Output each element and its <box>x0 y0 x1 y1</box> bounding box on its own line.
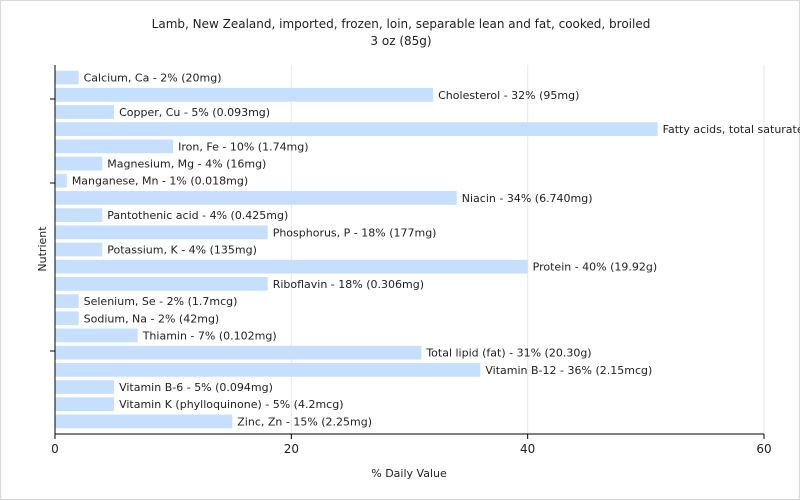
bar-label-9: Phosphorus, P - 18% (177mg) <box>273 226 437 239</box>
bar-label-15: Thiamin - 7% (0.102mg) <box>142 329 277 342</box>
bar-label-3: Fatty acids, total saturated - 51% (10.1… <box>663 123 800 136</box>
bar-19 <box>55 397 115 412</box>
bar-label-16: Total lipid (fat) - 31% (20.30g) <box>425 347 591 360</box>
bar-14 <box>55 311 79 326</box>
x-tick-label-0: 0 <box>51 442 59 456</box>
bar-label-5: Magnesium, Mg - 4% (16mg) <box>107 158 266 171</box>
x-tick-label-1: 20 <box>284 442 299 456</box>
bar-17 <box>55 362 481 377</box>
bar-9 <box>55 225 268 240</box>
x-tick-label-3: 60 <box>756 442 771 456</box>
bar-label-2: Copper, Cu - 5% (0.093mg) <box>119 106 270 119</box>
bar-label-18: Vitamin B-6 - 5% (0.094mg) <box>119 381 273 394</box>
bar-3 <box>55 122 658 137</box>
bar-16 <box>55 345 422 360</box>
bar-label-14: Sodium, Na - 2% (42mg) <box>84 312 220 325</box>
bar-2 <box>55 105 115 119</box>
bar-8 <box>55 208 103 222</box>
bar-label-13: Selenium, Se - 2% (1.7mcg) <box>84 295 238 308</box>
bar-label-8: Pantothenic acid - 4% (0.425mg) <box>107 209 288 222</box>
bar-0 <box>55 70 79 85</box>
x-axis-title: % Daily Value <box>371 467 447 480</box>
bar-label-12: Riboflavin - 18% (0.306mg) <box>273 278 424 291</box>
bar-label-6: Manganese, Mn - 1% (0.018mg) <box>72 175 248 188</box>
bar-label-7: Niacin - 34% (6.740mg) <box>462 192 593 205</box>
bar-label-20: Zinc, Zn - 15% (2.25mg) <box>237 415 372 428</box>
bar-5 <box>55 156 103 171</box>
bar-label-19: Vitamin K (phylloquinone) - 5% (4.2mcg) <box>119 398 343 411</box>
bar-4 <box>55 139 174 154</box>
bar-label-17: Vitamin B-12 - 36% (2.15mcg) <box>485 364 652 377</box>
chart-subtitle: 3 oz (85g) <box>370 34 431 48</box>
bar-20 <box>55 414 233 429</box>
bar-15 <box>55 328 138 343</box>
bar-label-10: Potassium, K - 4% (135mg) <box>107 244 257 257</box>
bar-7 <box>55 191 457 205</box>
bar-1 <box>55 87 434 102</box>
bar-18 <box>55 380 115 394</box>
bar-11 <box>55 259 528 274</box>
bar-label-11: Protein - 40% (19.92g) <box>533 261 658 274</box>
bar-12 <box>55 277 268 291</box>
bar-13 <box>55 294 79 308</box>
chart-title: Lamb, New Zealand, imported, frozen, loi… <box>152 17 651 31</box>
bar-label-4: Iron, Fe - 10% (1.74mg) <box>178 140 308 153</box>
bar-6 <box>55 173 67 188</box>
y-axis-title: Nutrient <box>36 226 49 272</box>
x-tick-label-2: 40 <box>520 442 535 456</box>
plot-area: Calcium, Ca - 2% (20mg) Cholesterol - 32%… <box>50 65 800 456</box>
bar-label-1: Cholesterol - 32% (95mg) <box>438 89 579 102</box>
bar-label-0: Calcium, Ca - 2% (20mg) <box>84 72 222 85</box>
bar-10 <box>55 242 103 257</box>
